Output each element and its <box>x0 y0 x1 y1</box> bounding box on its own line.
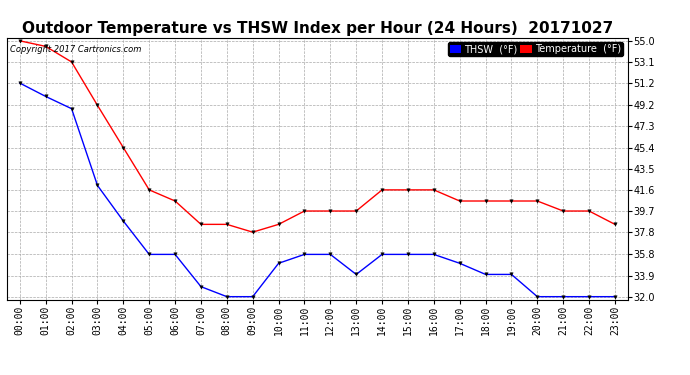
Legend: THSW  (°F), Temperature  (°F): THSW (°F), Temperature (°F) <box>448 42 623 56</box>
Text: Copyright 2017 Cartronics.com: Copyright 2017 Cartronics.com <box>10 45 141 54</box>
Title: Outdoor Temperature vs THSW Index per Hour (24 Hours)  20171027: Outdoor Temperature vs THSW Index per Ho… <box>22 21 613 36</box>
